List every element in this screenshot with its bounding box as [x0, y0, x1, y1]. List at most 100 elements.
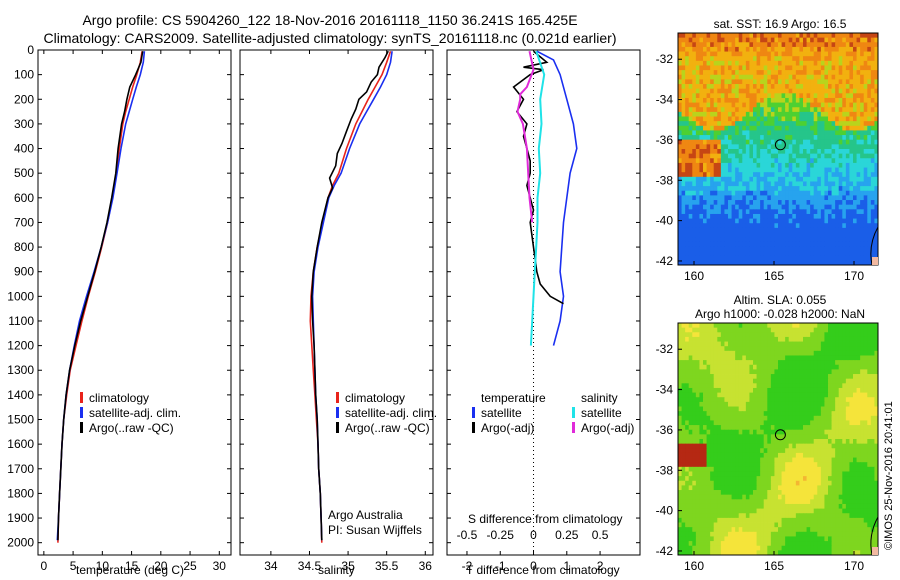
- map-cell: [835, 172, 840, 178]
- map-cell: [745, 323, 750, 329]
- map-cell: [842, 79, 847, 85]
- map-cell: [820, 162, 825, 168]
- map-cell: [778, 135, 782, 141]
- map-cell: [749, 111, 754, 117]
- map-cell: [817, 46, 822, 52]
- map-cell: [738, 186, 743, 192]
- map-cell: [745, 33, 750, 39]
- map-cell: [781, 33, 786, 39]
- map-cell: [692, 135, 697, 141]
- map-cell: [867, 125, 872, 131]
- map-cell: [728, 360, 732, 366]
- map-cell: [835, 139, 840, 145]
- map-cell: [867, 439, 872, 445]
- map-cell: [749, 176, 754, 182]
- map-cell: [717, 70, 722, 76]
- map-cell: [728, 97, 732, 103]
- map-cell: [799, 448, 804, 454]
- map-cell: [706, 162, 711, 168]
- map-cell: [738, 355, 743, 361]
- map-cell: [770, 218, 775, 224]
- map-cell: [767, 181, 772, 187]
- map-cell: [860, 336, 865, 342]
- map-cell: [681, 341, 686, 347]
- map-cell: [792, 378, 797, 384]
- series-line-sal_satellite: [529, 50, 546, 346]
- map-cell: [781, 51, 786, 57]
- map-cell: [781, 88, 786, 94]
- map-cell: [703, 107, 707, 113]
- map-cell: [792, 255, 797, 261]
- map-cell: [778, 65, 782, 71]
- map-cell: [749, 476, 754, 482]
- map-cell: [845, 350, 850, 356]
- map-cell: [678, 341, 682, 347]
- map-cell: [813, 93, 818, 99]
- map-cell: [745, 425, 750, 431]
- map-cell: [860, 218, 865, 224]
- map-cell: [703, 476, 707, 482]
- map-cell: [828, 327, 832, 333]
- map-cell: [845, 387, 850, 393]
- map-cell: [856, 383, 861, 389]
- map-cell: [753, 439, 757, 445]
- map-cell: [863, 341, 868, 347]
- map-cell: [703, 346, 707, 352]
- map-cell: [831, 323, 836, 329]
- map-cell: [695, 65, 700, 71]
- map-cell: [738, 341, 743, 347]
- map-cell: [713, 480, 718, 486]
- map-cell: [842, 102, 847, 108]
- map-cell: [770, 65, 775, 71]
- map-cell: [685, 260, 690, 266]
- map-cell: [874, 232, 879, 238]
- map-cell: [838, 420, 843, 426]
- map-cell: [720, 65, 725, 71]
- map-cell: [706, 65, 711, 71]
- map-cell: [806, 88, 811, 94]
- map-cell: [824, 255, 829, 261]
- map-cell: [810, 383, 815, 389]
- map-cell: [745, 167, 750, 173]
- map-cell: [756, 135, 761, 141]
- map-cell: [717, 360, 722, 366]
- map-cell: [799, 51, 804, 57]
- map-cell: [717, 411, 722, 417]
- map-cell: [856, 209, 861, 215]
- map-cell: [710, 172, 715, 178]
- map-cell: [699, 341, 704, 347]
- map-cell: [710, 420, 715, 426]
- x-tick-label: 160: [684, 269, 704, 283]
- map-cell: [699, 93, 704, 99]
- map-cell: [724, 37, 729, 43]
- y-tick-label: 1700: [7, 462, 34, 476]
- map-cell: [774, 130, 779, 136]
- map-cell: [745, 452, 750, 458]
- map-cell: [806, 341, 811, 347]
- map-cell: [713, 452, 718, 458]
- map-cell: [770, 42, 775, 48]
- map-cell: [795, 158, 800, 164]
- map-cell: [724, 93, 729, 99]
- map-cell: [828, 439, 832, 445]
- map-cell: [845, 65, 850, 71]
- map-cell: [792, 162, 797, 168]
- map-cell: [810, 79, 815, 85]
- map-cell: [781, 162, 786, 168]
- map-cell: [681, 425, 686, 431]
- map-cell: [788, 374, 793, 380]
- map-cell: [863, 355, 868, 361]
- map-cell: [731, 181, 736, 187]
- map-cell: [849, 387, 854, 393]
- map-cell: [835, 415, 840, 421]
- map-cell: [760, 323, 765, 329]
- map-cell: [749, 125, 754, 131]
- map-cell: [703, 79, 707, 85]
- map-cell: [699, 323, 704, 329]
- map-cell: [838, 121, 843, 127]
- map-cell: [692, 97, 697, 103]
- map-cell: [724, 462, 729, 468]
- map-cell: [867, 355, 872, 361]
- map-cell: [692, 37, 697, 43]
- map-cell: [813, 116, 818, 122]
